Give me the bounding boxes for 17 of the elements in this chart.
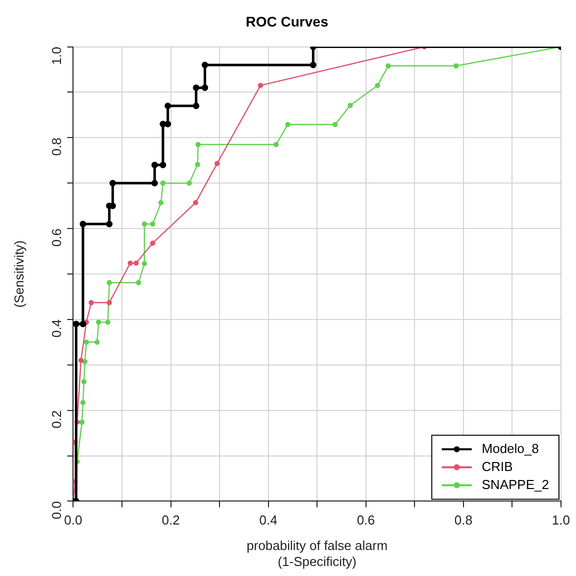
x-tick-label: 0.4: [259, 512, 278, 528]
legend-label: Modelo_8: [482, 440, 539, 456]
y-tick-label: 0.8: [48, 138, 64, 156]
x-axis-title: probability of false alarm (1-Specificity): [246, 538, 388, 569]
chart-title: ROC Curves: [246, 13, 328, 30]
legend-label: SNAPPE_2: [482, 476, 549, 492]
x-tick-label: 0.0: [64, 512, 82, 528]
x-tick-label: 1.0: [552, 512, 570, 528]
x-tick-label: 0.6: [356, 512, 375, 528]
y-tick-label: 0.6: [48, 228, 64, 247]
y-tick-label: 0.4: [48, 319, 64, 338]
y-axis-title: (Sensitivity): [11, 240, 26, 308]
y-tick-label: 1.0: [48, 46, 64, 65]
x-tick-label: 0.8: [454, 512, 472, 528]
x-tick-label: 0.2: [162, 512, 180, 528]
legend-label: CRIB: [482, 458, 513, 474]
y-tick-label: 0.2: [48, 410, 64, 428]
